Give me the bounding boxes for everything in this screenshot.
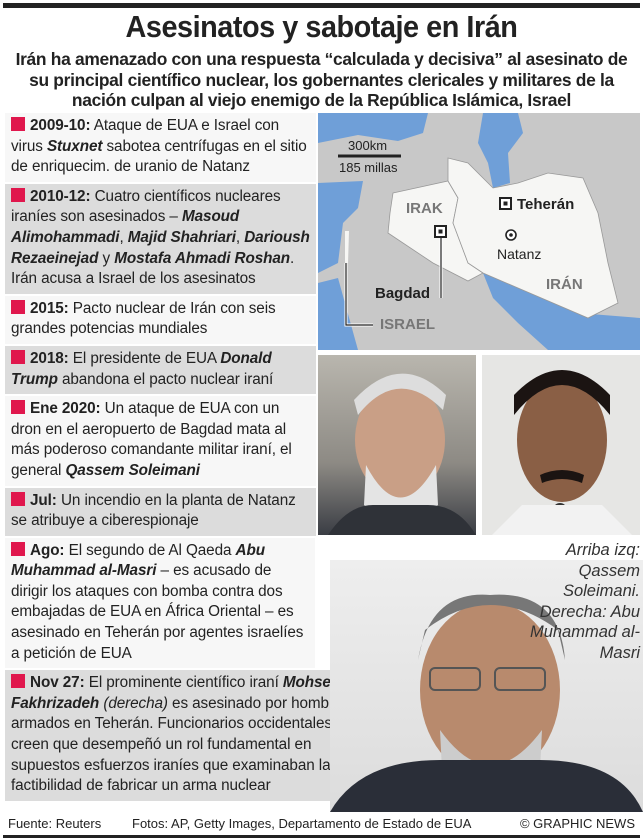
timeline-entry: Jul: Un incendio en la planta de Natanz … bbox=[5, 487, 316, 536]
entry-date: Ene 2020: bbox=[30, 400, 101, 418]
entry-name: Donald Trump bbox=[11, 349, 272, 388]
entry-text: Pacto nuclear de Irán con seis grandes p… bbox=[11, 299, 276, 338]
label-israel: ISRAEL bbox=[380, 316, 435, 333]
bottom-rule bbox=[3, 835, 640, 838]
scale-km: 300km bbox=[348, 138, 387, 153]
entry-name: Abu Muhammad al-Masri bbox=[11, 541, 265, 580]
entry-text: Cuatro científicos nucleares iraníes son… bbox=[11, 187, 281, 226]
entry-date: Ago: bbox=[30, 541, 65, 559]
mediterranean-sea bbox=[318, 181, 363, 273]
timeline-entry: 2009-10: Ataque de EUA e Israel con viru… bbox=[5, 113, 316, 182]
entry-date: 2009-10: bbox=[30, 117, 91, 134]
entry-date: 2018: bbox=[30, 349, 69, 367]
israel-shape bbox=[345, 231, 349, 263]
page-title: Asesinatos y sabotaje en Irán bbox=[125, 9, 518, 44]
bullet-square-icon bbox=[11, 117, 25, 131]
bullet-square-icon bbox=[11, 541, 25, 556]
graphic-news-credit: © GRAPHIC NEWS bbox=[519, 816, 635, 831]
entry-text: Ataque de EUA e Israel con virus bbox=[11, 117, 280, 155]
label-teheran: Teherán bbox=[517, 196, 574, 213]
entry-date: 2015: bbox=[30, 299, 69, 317]
entry-text: abandona el pacto nuclear iraní bbox=[57, 370, 274, 388]
caspian-sea bbox=[478, 113, 523, 188]
timeline-entry: Ene 2020: Un ataque de EUA con un dron e… bbox=[5, 396, 316, 486]
label-irak: IRAK bbox=[406, 200, 443, 217]
entry-text: es asesinado por hombres armados en Tehe… bbox=[11, 694, 350, 795]
bullet-square-icon bbox=[11, 349, 25, 364]
persian-gulf bbox=[483, 273, 640, 350]
label-natanz: Natanz bbox=[497, 246, 541, 262]
entry-text: y bbox=[98, 249, 115, 267]
entry-text: Un incendio en la planta de Natanz se at… bbox=[11, 491, 296, 530]
photo-caption: Arriba izq: Qassem Soleimani. Derecha: A… bbox=[529, 541, 640, 662]
photo-al-masri bbox=[482, 355, 640, 535]
entry-text: El segundo de Al Qaeda bbox=[64, 541, 236, 559]
timeline-entry: 2018: El presidente de EUA Donald Trump … bbox=[5, 345, 316, 395]
entry-name: Majid Shahriari bbox=[127, 228, 236, 246]
timeline-entry: 2015: Pacto nuclear de Irán con seis gra… bbox=[5, 295, 316, 344]
timeline-entry: Ago: El segundo de Al Qaeda Abu Muhammad… bbox=[5, 537, 315, 669]
top-rule bbox=[3, 3, 640, 8]
entry-text: (derecha) bbox=[99, 694, 168, 712]
map: 300km 185 millas IRAK IRÁN ISRAEL Teherá… bbox=[318, 113, 640, 350]
entry-name: Qassem Soleimani bbox=[65, 461, 200, 479]
entry-name: Stuxnet bbox=[46, 137, 103, 155]
subtitle: Irán ha amenazado con una respuesta “cal… bbox=[15, 49, 628, 110]
label-bagdad: Bagdad bbox=[375, 285, 430, 302]
bullet-square-icon bbox=[11, 400, 25, 415]
entry-text: El presidente de EUA bbox=[68, 349, 221, 367]
photo-soleimani bbox=[318, 355, 476, 535]
bullet-square-icon bbox=[11, 187, 25, 202]
timeline-entry: 2010-12: Cuatro científicos nucleares ir… bbox=[5, 183, 316, 294]
label-iran: IRÁN bbox=[546, 276, 583, 293]
entry-name: Darioush Rezaeinejad bbox=[11, 228, 310, 267]
bullet-square-icon bbox=[11, 491, 25, 506]
entry-text: – es acusado de dirigir los ataques con … bbox=[11, 562, 304, 662]
timeline: 2009-10: Ataque de EUA e Israel con viru… bbox=[5, 113, 355, 803]
entry-text: , bbox=[119, 228, 128, 246]
bullet-square-icon bbox=[11, 299, 25, 314]
timeline-entry: Nov 27: El prominente científico iraní M… bbox=[5, 670, 355, 801]
black-sea bbox=[318, 113, 428, 143]
entry-text: El prominente científico iraní bbox=[84, 674, 283, 692]
photo-fakhrizadeh bbox=[330, 560, 643, 812]
source-credit: Fuente: Reuters bbox=[8, 816, 102, 831]
entry-name: Mohsen Fakhrizadeh bbox=[11, 674, 341, 712]
entry-date: Jul: bbox=[30, 491, 57, 509]
entry-date: 2010-12: bbox=[30, 187, 91, 205]
entry-text: . Irán acusa a Israel de los asesinatos bbox=[11, 249, 295, 288]
photo-credit: Fotos: AP, Getty Images, Departamento de… bbox=[132, 816, 472, 831]
entry-name: Masoud Alimohammadi bbox=[11, 208, 240, 246]
red-sea bbox=[318, 278, 358, 350]
scale-miles: 185 millas bbox=[339, 160, 398, 175]
entry-text: Un ataque de EUA con un dron en el aerop… bbox=[11, 400, 292, 479]
entry-date: Nov 27: bbox=[30, 674, 85, 692]
entry-text: sabotea centrífugas en el sitio de enriq… bbox=[11, 137, 307, 176]
entry-text: , bbox=[235, 228, 245, 246]
iran-shape bbox=[447, 157, 619, 319]
bullet-square-icon bbox=[11, 674, 25, 689]
entry-name: Mostafa Ahmadi Roshan bbox=[114, 249, 291, 267]
